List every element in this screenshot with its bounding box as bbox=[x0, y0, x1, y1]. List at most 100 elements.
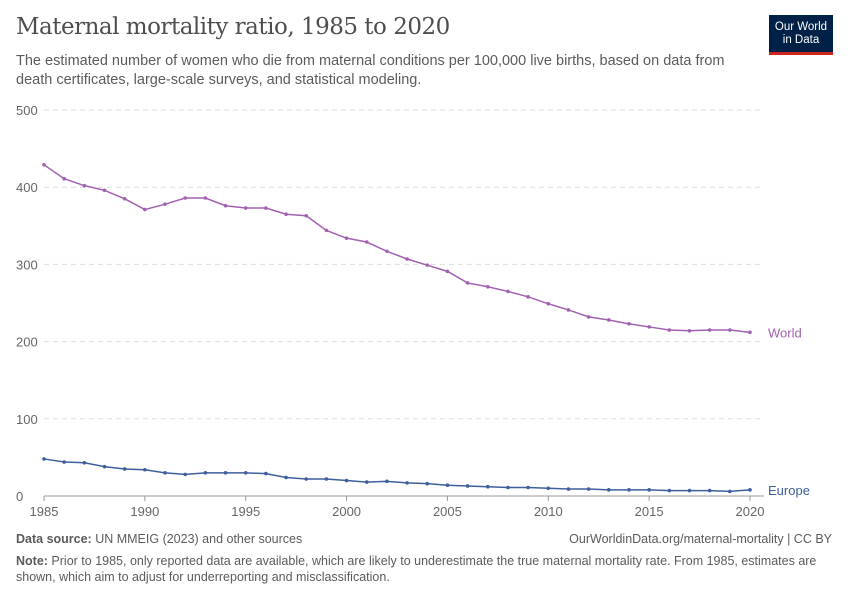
data-point-europe bbox=[667, 488, 672, 493]
data-point-world bbox=[465, 281, 470, 285]
data-point-world bbox=[364, 240, 369, 244]
data-point-europe bbox=[506, 485, 510, 490]
note-label: Note: bbox=[16, 554, 48, 568]
data-point-world bbox=[687, 328, 692, 333]
data-point-europe bbox=[62, 460, 66, 464]
logo-line1: Our World bbox=[774, 20, 828, 33]
data-point-europe bbox=[566, 487, 571, 491]
data-point-world bbox=[607, 318, 611, 322]
data-point-europe bbox=[304, 477, 309, 481]
data-point-world bbox=[425, 263, 430, 267]
data-point-europe bbox=[647, 488, 651, 492]
data-point-world bbox=[102, 188, 107, 193]
data-point-europe bbox=[607, 488, 611, 492]
data-point-europe bbox=[465, 484, 470, 488]
data-point-world bbox=[284, 212, 288, 217]
chart-title: Maternal mortality ratio, 1985 to 2020 bbox=[16, 14, 450, 40]
x-tick-label: 2015 bbox=[635, 504, 664, 519]
series-line-europe bbox=[43, 458, 751, 493]
logo-line2: in Data bbox=[782, 33, 820, 46]
data-point-europe bbox=[243, 471, 248, 475]
y-tick-label: 200 bbox=[16, 335, 38, 350]
data-point-world bbox=[183, 196, 187, 200]
data-point-world bbox=[445, 269, 450, 274]
note-text: Prior to 1985, only reported data are av… bbox=[16, 554, 817, 584]
data-point-world bbox=[82, 183, 87, 188]
data-point-world bbox=[647, 325, 651, 329]
owid-logo[interactable]: Our World in Data bbox=[769, 15, 833, 55]
source-label: Data source: bbox=[16, 532, 92, 546]
data-point-europe bbox=[485, 484, 490, 489]
series-label-europe: Europe bbox=[768, 483, 810, 498]
data-point-world bbox=[264, 206, 268, 210]
data-point-world bbox=[344, 236, 349, 240]
data-point-world bbox=[667, 328, 672, 332]
series-label-world: World bbox=[768, 325, 802, 340]
data-point-europe bbox=[284, 475, 288, 480]
data-point-europe bbox=[425, 481, 430, 486]
data-point-world bbox=[62, 176, 66, 181]
data-point-world bbox=[304, 213, 309, 218]
x-tick-label: 2020 bbox=[736, 504, 765, 519]
y-tick-label: 300 bbox=[16, 257, 38, 272]
data-point-world bbox=[627, 322, 631, 326]
data-point-europe bbox=[385, 479, 389, 484]
line-chart: 0 100 200 300 400 500 1985 1990 1995 2000 2005 2010… bbox=[16, 103, 810, 519]
data-point-europe bbox=[223, 471, 228, 475]
data-point-world bbox=[707, 328, 712, 332]
data-point-europe bbox=[405, 481, 409, 485]
data-point-europe bbox=[344, 478, 349, 483]
data-point-europe bbox=[546, 486, 551, 491]
data-point-europe bbox=[445, 483, 450, 487]
source-url-link[interactable]: OurWorldinData.org/maternal-mortality | … bbox=[569, 532, 832, 546]
chart-subtitle: The estimated number of women who die fr… bbox=[16, 53, 725, 88]
x-tick-label: 2005 bbox=[433, 504, 462, 519]
data-point-europe bbox=[324, 477, 329, 481]
data-point-europe bbox=[122, 467, 127, 471]
data-point-world bbox=[203, 196, 208, 200]
y-tick-label: 500 bbox=[16, 103, 38, 118]
data-source: Data source: UN MMEIG (2023) and other s… bbox=[16, 532, 302, 546]
data-point-world bbox=[223, 203, 228, 208]
data-point-europe bbox=[163, 471, 167, 475]
data-point-world bbox=[324, 228, 329, 233]
data-point-world bbox=[546, 301, 551, 306]
data-point-world bbox=[243, 206, 248, 210]
source-text: UN MMEIG (2023) and other sources bbox=[91, 532, 303, 546]
data-point-europe bbox=[203, 471, 208, 475]
data-point-europe bbox=[143, 467, 147, 472]
data-point-europe bbox=[183, 472, 187, 477]
data-point-europe bbox=[526, 485, 530, 490]
data-point-world bbox=[385, 249, 389, 254]
data-point-world bbox=[485, 284, 490, 289]
data-point-world bbox=[122, 196, 127, 201]
x-tick-label: 1985 bbox=[30, 504, 59, 519]
data-point-europe bbox=[102, 464, 107, 469]
data-point-world bbox=[526, 295, 530, 299]
data-point-europe bbox=[748, 488, 752, 492]
data-point-europe bbox=[42, 457, 46, 461]
x-tick-label: 2010 bbox=[534, 504, 563, 519]
series-line-world bbox=[43, 164, 751, 334]
data-point-world bbox=[586, 315, 591, 319]
data-point-europe bbox=[627, 488, 631, 492]
x-tick-label: 1990 bbox=[130, 504, 159, 519]
data-point-world bbox=[748, 330, 752, 335]
data-point-europe bbox=[364, 480, 369, 484]
data-point-world bbox=[728, 328, 732, 332]
data-point-world bbox=[143, 207, 147, 212]
data-point-europe bbox=[82, 461, 87, 465]
y-tick-label: 100 bbox=[16, 412, 38, 427]
x-tick-label: 2000 bbox=[332, 504, 361, 519]
data-point-europe bbox=[586, 487, 591, 491]
data-point-europe bbox=[264, 471, 268, 476]
data-point-world bbox=[506, 289, 510, 294]
data-point-europe bbox=[728, 489, 732, 494]
data-point-europe bbox=[707, 488, 712, 493]
data-point-world bbox=[566, 308, 571, 312]
data-point-europe bbox=[687, 488, 692, 493]
data-point-world bbox=[405, 257, 409, 261]
data-point-world bbox=[163, 202, 167, 206]
data-point-world bbox=[42, 163, 46, 167]
y-tick-label: 0 bbox=[16, 489, 23, 504]
